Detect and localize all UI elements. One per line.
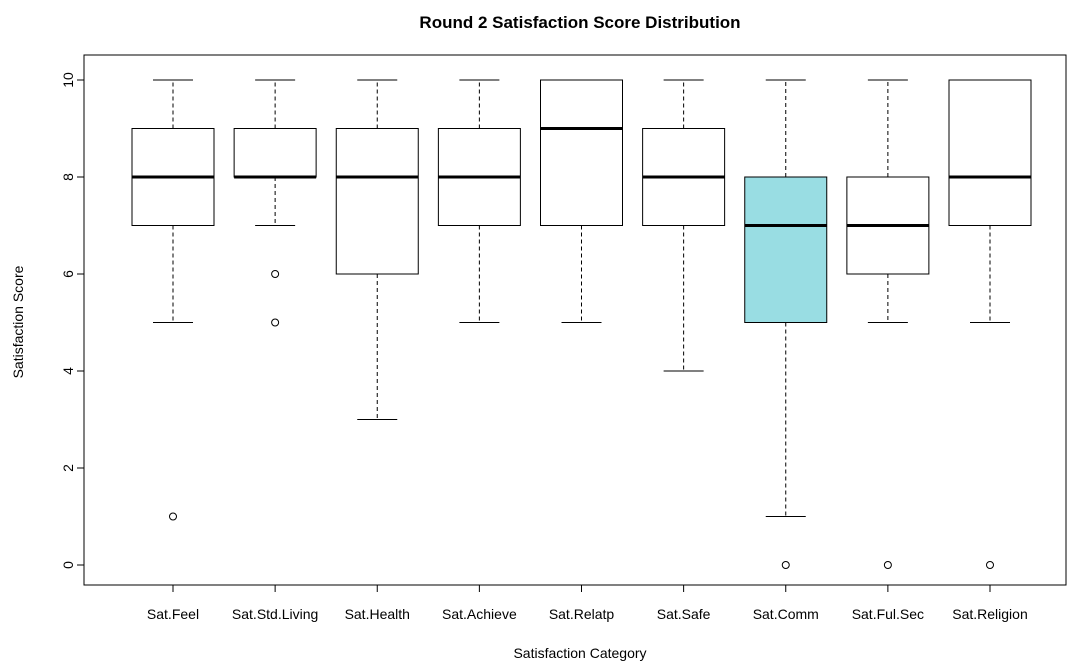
box-sat-safe: [642, 79, 726, 372]
y-tick-label: 0: [60, 561, 76, 569]
box-group: [131, 79, 1032, 569]
y-tick-label: 6: [60, 270, 76, 278]
box-sat-ful-sec: [846, 79, 930, 569]
outlier-point: [781, 561, 790, 569]
box-iqr: [744, 176, 828, 323]
box-iqr: [233, 128, 317, 178]
outlier-point: [169, 512, 177, 521]
box-sat-achieve: [437, 79, 521, 323]
x-tick-label: Sat.Relatp: [549, 606, 615, 622]
x-tick-label: Sat.Ful.Sec: [852, 606, 924, 622]
x-tick-label: Sat.Comm: [753, 606, 819, 622]
y-tick-label: 8: [60, 173, 76, 181]
box-iqr: [540, 79, 623, 226]
outlier-point: [986, 561, 994, 569]
plot-frame: [83, 54, 1067, 586]
outlier-point: [883, 561, 892, 569]
outlier-point: [271, 318, 280, 327]
x-axis: Sat.Feel Sat.Std.Living Sat.Health Sat.Achi…: [147, 585, 1028, 622]
box-sat-feel: [131, 79, 215, 521]
outlier-point: [271, 270, 280, 278]
y-tick-label: 4: [60, 367, 76, 375]
chart-title: Round 2 Satisfaction Score Distribution: [419, 13, 740, 32]
x-tick-label: Sat.Std.Living: [232, 606, 318, 622]
x-tick-label: Sat.Religion: [952, 606, 1028, 622]
box-iqr: [335, 128, 419, 275]
y-tick-label: 2: [60, 464, 76, 472]
box-sat-comm: [744, 79, 828, 569]
x-tick-label: Sat.Feel: [147, 606, 199, 622]
y-axis: 0 2 4 6 8 10: [60, 72, 84, 569]
x-axis-label: Satisfaction Category: [513, 645, 646, 661]
box-sat-health: [335, 79, 419, 420]
x-tick-label: Sat.Health: [345, 606, 410, 622]
box-sat-relatp: [540, 79, 623, 323]
box-sat-std-living: [233, 79, 317, 327]
x-tick-label: Sat.Achieve: [442, 606, 517, 622]
y-axis-label: Satisfaction Score: [10, 265, 26, 378]
y-tick-label: 10: [60, 72, 76, 88]
box-sat-religion: [948, 79, 1032, 569]
x-tick-label: Sat.Safe: [657, 606, 711, 622]
box-iqr: [948, 79, 1032, 226]
